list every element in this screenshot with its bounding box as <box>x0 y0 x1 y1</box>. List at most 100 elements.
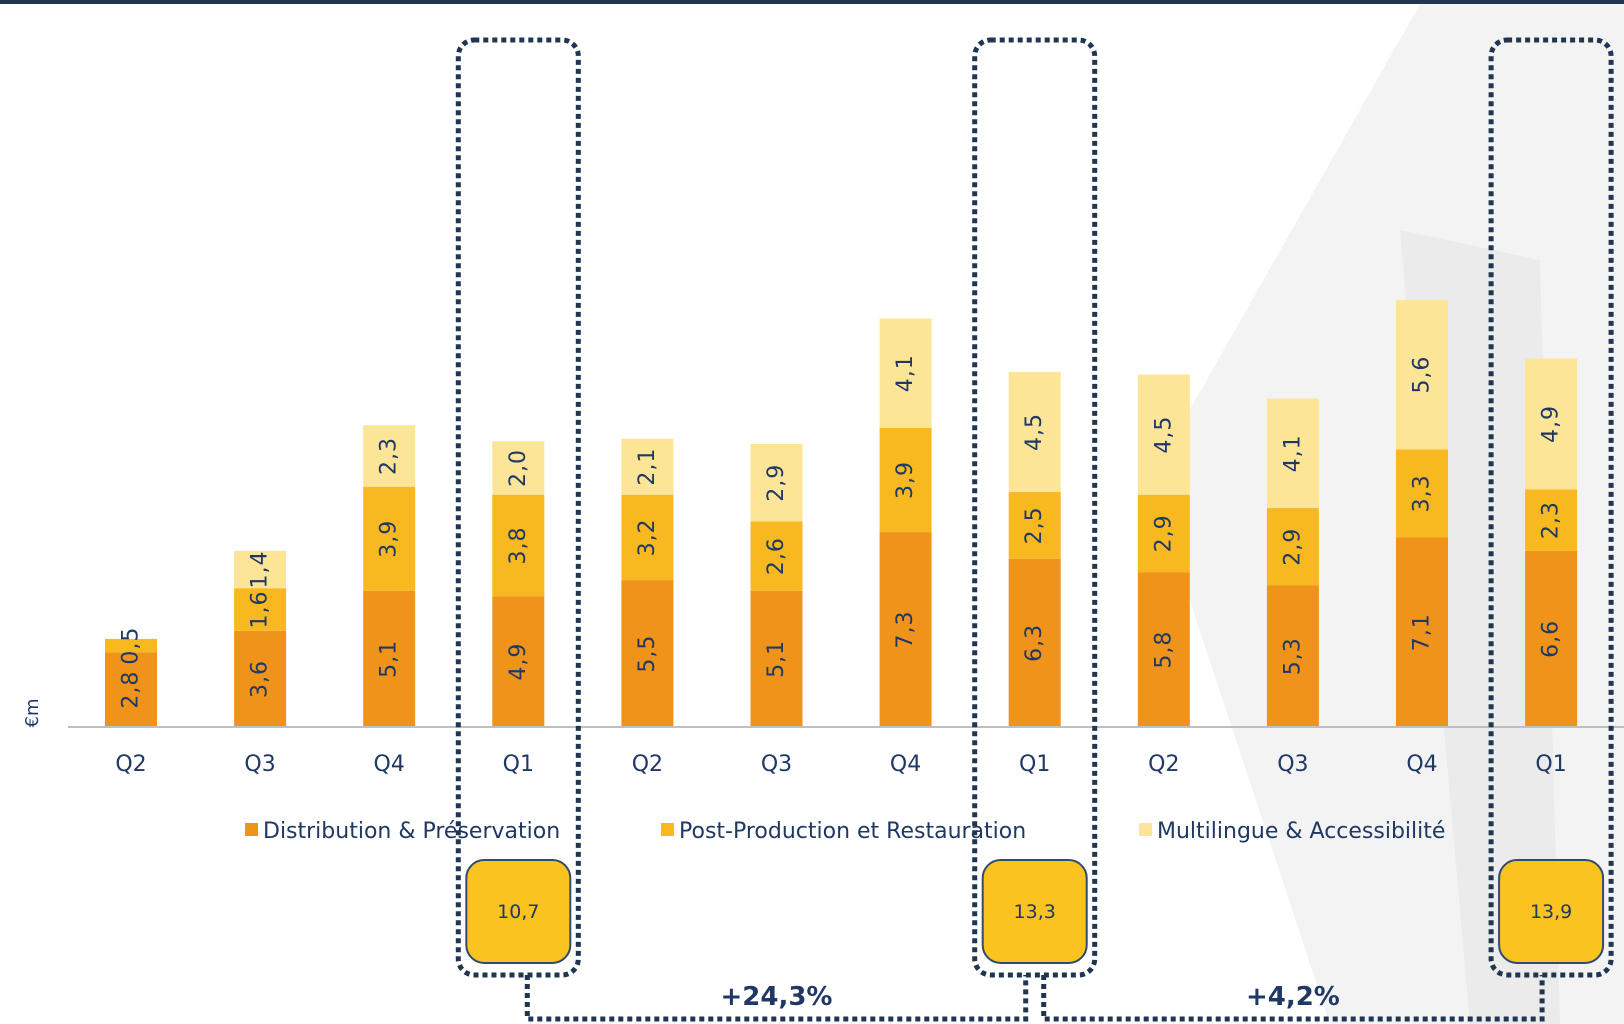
bar-segment-1 <box>750 590 803 727</box>
bar-segment-3 <box>621 438 674 495</box>
bar-segment-3 <box>750 443 803 522</box>
x-tick-label: Q1 <box>1019 752 1050 777</box>
value-label: 1,4 <box>248 550 273 588</box>
value-label: 3,8 <box>506 526 531 564</box>
value-label: 2,8 <box>119 671 144 709</box>
bar-segment-3 <box>1137 374 1190 495</box>
value-label: 2,1 <box>635 448 660 486</box>
value-label: 5,6 <box>1410 356 1435 394</box>
highlight-group: 10,7 <box>455 37 581 978</box>
legend-swatch <box>661 823 674 836</box>
value-label: 7,3 <box>893 611 918 649</box>
bar-segment-1 <box>1008 558 1061 727</box>
legend: Distribution & Préservation Post-Producti… <box>245 819 1445 844</box>
value-label: 5,1 <box>377 640 402 678</box>
bar-segment-2 <box>492 494 545 597</box>
value-label: 1,6 <box>248 591 273 629</box>
value-label: 4,5 <box>1022 413 1047 451</box>
bar-segment-3 <box>1396 299 1448 450</box>
bar-segment-1 <box>363 590 416 727</box>
bar-segment-3 <box>234 550 287 589</box>
value-label: 2,0 <box>506 449 531 487</box>
value-label: 4,9 <box>506 643 531 681</box>
x-tick-label: Q2 <box>632 752 663 777</box>
legend-item-1: Distribution & Préservation <box>245 819 560 844</box>
legend-swatch <box>1139 823 1152 836</box>
legend-label: Multilingue & Accessibilité <box>1157 819 1445 844</box>
value-label: 5,3 <box>1280 637 1305 675</box>
value-label: 0,5 <box>119 627 144 665</box>
total-box <box>981 859 1088 964</box>
value-label: 4,1 <box>1280 434 1305 472</box>
value-label: 6,3 <box>1022 624 1047 662</box>
value-label: 7,1 <box>1410 613 1435 651</box>
total-value: 13,3 <box>1014 901 1056 923</box>
x-tick-label: Q3 <box>761 752 792 777</box>
total-value: 13,9 <box>1530 901 1572 923</box>
x-tick-label: Q1 <box>1535 752 1566 777</box>
value-label: 6,6 <box>1539 620 1564 658</box>
bar-segment-3 <box>363 425 416 487</box>
value-label: 2,3 <box>1539 501 1564 539</box>
bar-segment-3 <box>492 441 545 495</box>
highlight-group: 13,3 <box>972 37 1098 978</box>
bars-layer: 2,8 0,5 3,6 1,6 1,4 5,1 3,9 2,3 4,9 3,8 2,0 5,5 3,2 2… <box>105 299 1578 727</box>
value-label: 3,2 <box>635 518 660 556</box>
value-label: 3,9 <box>377 520 402 558</box>
value-label: 3,9 <box>893 461 918 499</box>
value-label: 3,6 <box>248 660 273 698</box>
bar-segment-1 <box>105 652 157 727</box>
x-tick-label: Q3 <box>1277 752 1308 777</box>
legend-label: Distribution & Préservation <box>263 819 560 844</box>
bar-segment-3 <box>1525 358 1578 490</box>
bar-segment-1 <box>492 596 545 727</box>
bar-segment-2 <box>750 521 803 591</box>
x-tick-label: Q4 <box>1406 752 1437 777</box>
bar-segment-2 <box>879 427 932 533</box>
value-label: 2,6 <box>764 537 789 575</box>
value-label: 4,1 <box>893 354 918 392</box>
legend-swatch <box>245 823 258 836</box>
value-label: 3,3 <box>1410 474 1435 512</box>
legend-label: Post-Production et Restauration <box>679 819 1026 844</box>
value-label: 5,8 <box>1151 631 1176 669</box>
value-label: 2,9 <box>764 464 789 502</box>
top-border-bar <box>0 0 1624 4</box>
value-label: 2,9 <box>1151 514 1176 552</box>
bar-segment-1 <box>1137 572 1190 727</box>
growth-connector: +4,2% <box>1041 975 1545 1022</box>
value-label: 2,9 <box>1280 528 1305 566</box>
highlight-frame <box>972 37 1098 978</box>
value-label: 2,3 <box>377 437 402 475</box>
x-tick-label: Q1 <box>503 752 534 777</box>
x-tick-label: Q2 <box>115 752 146 777</box>
x-tick-label: Q2 <box>1148 752 1179 777</box>
bar-segment-2 <box>1396 449 1448 538</box>
bar-segment-3 <box>1266 398 1319 509</box>
bar-segment-2 <box>1008 492 1061 559</box>
bar-segment-3 <box>1008 371 1061 493</box>
bar-segment-2 <box>1137 494 1190 573</box>
value-label: 4,5 <box>1151 416 1176 454</box>
bar-segment-3 <box>879 318 932 428</box>
x-tick-label: Q4 <box>374 752 405 777</box>
total-box <box>1498 859 1605 964</box>
growth-connector: +24,3% <box>524 975 1029 1022</box>
bar-segment-2 <box>105 638 157 653</box>
growth-label: +24,3% <box>721 982 833 1012</box>
total-box <box>465 859 572 964</box>
bar-segment-1 <box>879 532 932 727</box>
growth-label: +4,2% <box>1246 982 1340 1012</box>
unit-label: €m <box>22 699 43 728</box>
value-label: 5,5 <box>635 635 660 673</box>
x-tick-labels: Q2 Q3 Q4 Q1 Q2 Q3 Q4 Q1 Q2 Q3 Q4 Q1 <box>115 752 1566 777</box>
growth-connectors: +24,3% +4,2% <box>524 975 1545 1022</box>
highlight-frame <box>1488 37 1614 978</box>
legend-item-2: Post-Production et Restauration <box>661 819 1026 844</box>
bar-segment-1 <box>1396 537 1448 727</box>
highlight-frame <box>455 37 581 978</box>
highlight-group: 13,9 <box>1488 37 1614 978</box>
x-tick-label: Q4 <box>890 752 921 777</box>
growth-bracket <box>524 975 1029 1022</box>
